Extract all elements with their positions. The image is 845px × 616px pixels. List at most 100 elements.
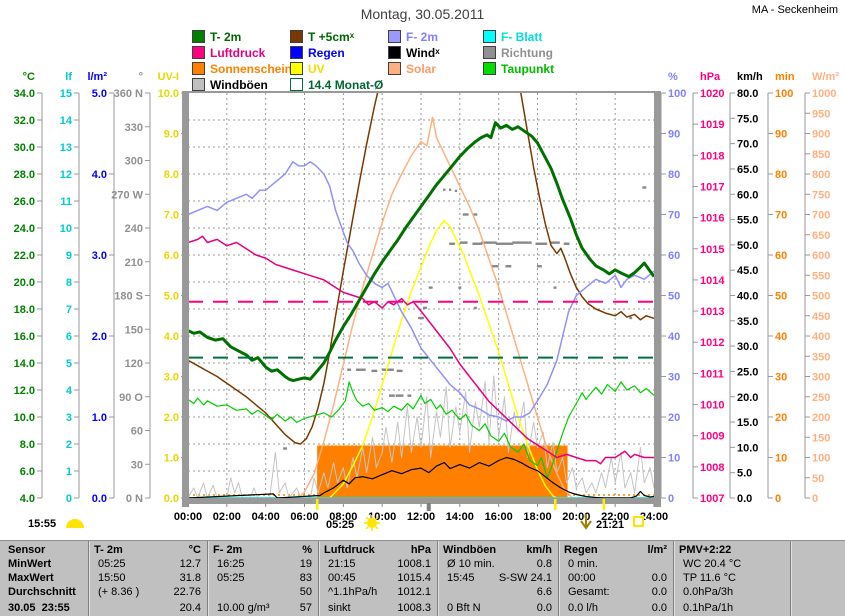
x-axis-label: 06:00	[290, 511, 318, 523]
axis-tick-label-kmh: 55.0	[737, 215, 758, 227]
table-column-divider	[318, 541, 320, 616]
axis-tick-label-kmh: 35.0	[737, 316, 758, 328]
wind-direction-mark	[550, 241, 560, 244]
sun-event-tick	[602, 499, 606, 510]
axis-title-lm2: l/m²	[87, 71, 107, 83]
legend-item-f-2m: F- 2m	[388, 28, 439, 44]
legend-swatch-icon	[290, 78, 303, 91]
axis-tick-label-lm2: 0.0	[92, 493, 107, 505]
table-cell-info: Gesamt:	[568, 586, 610, 598]
axis-tick-label-min: 80	[775, 169, 787, 181]
table-cell-info: 15:45	[447, 572, 475, 584]
legend-label: Windˣ	[406, 46, 440, 60]
axis-tick-label-lf: 6	[66, 331, 72, 343]
table-cell-value: 1008.3	[397, 602, 431, 614]
table-col-unit: l/m²	[647, 544, 667, 556]
table-column-divider	[88, 541, 90, 616]
table-column-divider	[437, 541, 439, 616]
axis-tick-label-min: 20	[775, 412, 787, 424]
axis-tick-label-min: 30	[775, 372, 787, 384]
table-col-header: PMV+2:22	[679, 544, 732, 556]
axis-tick-label-wm2: 600	[812, 250, 830, 262]
sunset-arrow-head	[580, 520, 592, 530]
table-cell-info: 05:25	[217, 572, 245, 584]
moonrise-time-label: 15:55	[28, 518, 56, 530]
axis-tick-label-wm2: 150	[812, 432, 830, 444]
table-cell-value: 1015.4	[397, 572, 431, 584]
table-cell-value: 20.4	[179, 602, 201, 614]
axis-tick-label-hpa: 1017	[700, 181, 724, 193]
axis-tick-label-degC: 28.0	[14, 169, 35, 181]
table-cell-value: 1008.1	[397, 558, 431, 570]
axis-tick-label-lf: 9	[66, 250, 72, 262]
table-row-label: 30.05 23:55	[8, 602, 70, 614]
table-row-label: MaxWert	[8, 572, 54, 584]
wind-direction-mark	[371, 369, 378, 373]
x-axis-label: 12:00	[407, 511, 435, 523]
axis-tick-label-wm2: 200	[812, 412, 830, 424]
axis-tick-label-uv: 5.0	[164, 291, 179, 303]
axis-tick-label-deg: 0 N	[126, 493, 143, 505]
sunset-arrow-icon	[580, 514, 592, 530]
table-cell-value: 83	[299, 572, 312, 584]
legend-swatch-icon	[290, 62, 303, 75]
axis-tick-label-pct: 50	[668, 291, 680, 303]
wind-direction-mark	[396, 369, 403, 373]
axis-tick-label-lf: 14	[60, 115, 73, 127]
table-col-unit: hPa	[410, 544, 431, 556]
axis-tick-label-pct: 30	[668, 372, 680, 384]
sun-icon	[364, 515, 380, 531]
legend-label: F- Blatt	[501, 30, 543, 44]
table-cell-info: 0.0hPa/3h	[683, 586, 734, 598]
series-line-uv	[188, 219, 654, 499]
axis-tick-label-wm2: 700	[812, 210, 830, 222]
wind-direction-mark	[355, 368, 366, 371]
sunshine-block	[317, 445, 568, 498]
legend-label: F- 2m	[406, 30, 439, 44]
x-axis-label: 24:00	[640, 511, 668, 523]
axis-tick-label-lf: 7	[66, 304, 72, 316]
legend-item-wind-: Windˣ	[388, 44, 440, 60]
legend-item-t-2m: T- 2m	[192, 28, 241, 44]
sun-icon-core	[367, 518, 377, 528]
axis-tick-label-lf: 10	[60, 223, 72, 235]
table-cell-value: 6.6	[536, 586, 552, 598]
axis-title-uv: UV-I	[158, 71, 179, 83]
axis-tick-label-lf: 12	[60, 169, 72, 181]
table-cell-info: 05:25	[98, 558, 126, 570]
axis-tick-label-kmh: 50.0	[737, 240, 758, 252]
wind-direction-mark	[473, 213, 478, 216]
wind-direction-mark	[553, 286, 557, 289]
sun-icon-ray	[365, 516, 369, 520]
axis-tick-label-hpa: 1010	[700, 400, 724, 412]
axis-tick-label-uv: 4.0	[164, 331, 179, 343]
sun-event-tick	[315, 499, 319, 510]
wind-direction-mark	[422, 306, 427, 310]
axis-tick-label-kmh: 65.0	[737, 164, 758, 176]
axis-title-pct: %	[668, 71, 678, 83]
x-axis-label: 18:00	[523, 511, 551, 523]
axis-tick-label-kmh: 70.0	[737, 139, 758, 151]
axis-tick-label-uv: 9.0	[164, 129, 179, 141]
series-line-f2m	[188, 161, 654, 422]
table-col-unit: %	[302, 544, 312, 556]
axis-tick-label-degC: 12.0	[14, 385, 35, 397]
legend-swatch-icon	[388, 30, 401, 43]
table-column-divider	[558, 541, 560, 616]
table-col-header: Windböen	[443, 544, 497, 556]
legend-swatch-icon	[483, 30, 496, 43]
wind-direction-mark	[269, 416, 274, 420]
table-col-unit: km/h	[526, 544, 552, 556]
axis-tick-label-degC: 26.0	[14, 196, 35, 208]
table-cell-value: 50	[299, 586, 312, 598]
axis-tick-label-uv: 1.0	[164, 453, 179, 465]
axis-tick-label-hpa: 1018	[700, 150, 724, 162]
legend-swatch-icon	[388, 62, 401, 75]
axis-tick-label-min: 100	[775, 88, 793, 100]
axis-tick-label-lf: 3	[66, 412, 72, 424]
axis-tick-label-min: 90	[775, 129, 787, 141]
axis-tick-label-hpa: 1011	[700, 368, 724, 380]
axis-tick-label-degC: 16.0	[14, 331, 35, 343]
axis-tick-label-lf: 0	[66, 493, 72, 505]
legend-swatch-icon	[192, 78, 205, 91]
